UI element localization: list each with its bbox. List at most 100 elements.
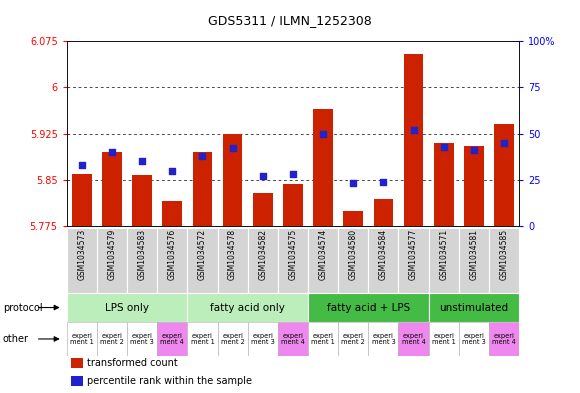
Bar (338, 322, 368, 356)
Bar (278, 228, 308, 293)
Text: unstimulated: unstimulated (439, 303, 509, 312)
Bar (127, 228, 157, 293)
Text: experi
ment 1: experi ment 1 (70, 333, 93, 345)
Bar (71, 376, 82, 386)
Bar (72, 174, 92, 226)
Bar (489, 228, 519, 293)
Bar (218, 322, 248, 356)
Text: GSM1034574: GSM1034574 (318, 229, 328, 281)
Bar (67, 228, 97, 293)
Text: experi
ment 3: experi ment 3 (372, 333, 395, 345)
Bar (278, 322, 308, 356)
Bar (187, 228, 218, 293)
Text: GSM1034581: GSM1034581 (469, 229, 478, 280)
Bar (218, 228, 248, 293)
Text: experi
ment 4: experi ment 4 (160, 333, 184, 345)
Bar (338, 228, 368, 293)
Text: experi
ment 4: experi ment 4 (401, 333, 426, 345)
Point (469, 147, 478, 153)
Bar (429, 322, 459, 356)
Text: experi
ment 4: experi ment 4 (492, 333, 516, 345)
Bar (97, 228, 127, 293)
Bar (374, 200, 393, 226)
Text: GSM1034584: GSM1034584 (379, 229, 388, 280)
Bar (308, 228, 338, 293)
Bar (459, 228, 489, 293)
Text: GSM1034582: GSM1034582 (258, 229, 267, 280)
Bar (157, 322, 187, 356)
Text: GSM1034578: GSM1034578 (228, 229, 237, 280)
Text: GSM1034575: GSM1034575 (288, 229, 298, 281)
Text: GSM1034572: GSM1034572 (198, 229, 207, 280)
Point (77, 162, 86, 168)
Text: experi
ment 3: experi ment 3 (251, 333, 274, 345)
Bar (187, 293, 308, 322)
Point (439, 143, 448, 150)
Point (499, 140, 509, 146)
Bar (429, 293, 519, 322)
Text: fatty acid + LPS: fatty acid + LPS (327, 303, 410, 312)
Bar (67, 293, 187, 322)
Bar (157, 228, 187, 293)
Point (318, 130, 328, 137)
Bar (459, 322, 489, 356)
Bar (434, 143, 454, 226)
Point (258, 173, 267, 179)
Bar (132, 175, 152, 226)
Text: GDS5311 / ILMN_1252308: GDS5311 / ILMN_1252308 (208, 14, 372, 27)
Bar (248, 228, 278, 293)
Bar (398, 228, 429, 293)
Text: percentile rank within the sample: percentile rank within the sample (87, 376, 252, 386)
Text: GSM1034571: GSM1034571 (439, 229, 448, 280)
Text: LPS only: LPS only (105, 303, 149, 312)
Point (168, 167, 177, 174)
Bar (308, 293, 429, 322)
Bar (97, 322, 127, 356)
Text: GSM1034579: GSM1034579 (107, 229, 117, 281)
Bar (368, 322, 398, 356)
Bar (253, 193, 273, 226)
Text: GSM1034576: GSM1034576 (168, 229, 177, 281)
Bar (102, 152, 122, 226)
Text: experi
ment 2: experi ment 2 (341, 333, 365, 345)
Bar (404, 53, 423, 226)
Text: experi
ment 4: experi ment 4 (281, 333, 305, 345)
Point (228, 145, 237, 152)
Point (409, 127, 418, 133)
Point (107, 149, 117, 155)
Text: experi
ment 2: experi ment 2 (220, 333, 245, 345)
Bar (398, 322, 429, 356)
Text: GSM1034585: GSM1034585 (499, 229, 509, 280)
Bar (464, 146, 484, 226)
Text: protocol: protocol (3, 303, 42, 312)
Text: experi
ment 1: experi ment 1 (191, 333, 214, 345)
Point (349, 180, 358, 187)
Bar (343, 211, 363, 226)
Bar (223, 134, 242, 226)
Text: GSM1034580: GSM1034580 (349, 229, 358, 280)
Bar (248, 322, 278, 356)
Point (137, 158, 147, 165)
Bar (67, 322, 97, 356)
Text: fatty acid only: fatty acid only (210, 303, 285, 312)
Text: experi
ment 1: experi ment 1 (311, 333, 335, 345)
Text: experi
ment 3: experi ment 3 (462, 333, 485, 345)
Bar (368, 228, 398, 293)
Bar (162, 201, 182, 226)
Text: experi
ment 3: experi ment 3 (130, 333, 154, 345)
Bar (308, 322, 338, 356)
Bar (127, 322, 157, 356)
Text: GSM1034583: GSM1034583 (137, 229, 147, 280)
Bar (187, 322, 218, 356)
Text: experi
ment 1: experi ment 1 (432, 333, 455, 345)
Bar (283, 184, 303, 226)
Bar (71, 358, 82, 368)
Text: other: other (3, 334, 29, 344)
Bar (313, 109, 333, 226)
Point (288, 171, 298, 177)
Point (198, 152, 207, 159)
Point (379, 178, 388, 185)
Text: transformed count: transformed count (87, 358, 178, 368)
Bar (193, 152, 212, 226)
Bar (429, 228, 459, 293)
